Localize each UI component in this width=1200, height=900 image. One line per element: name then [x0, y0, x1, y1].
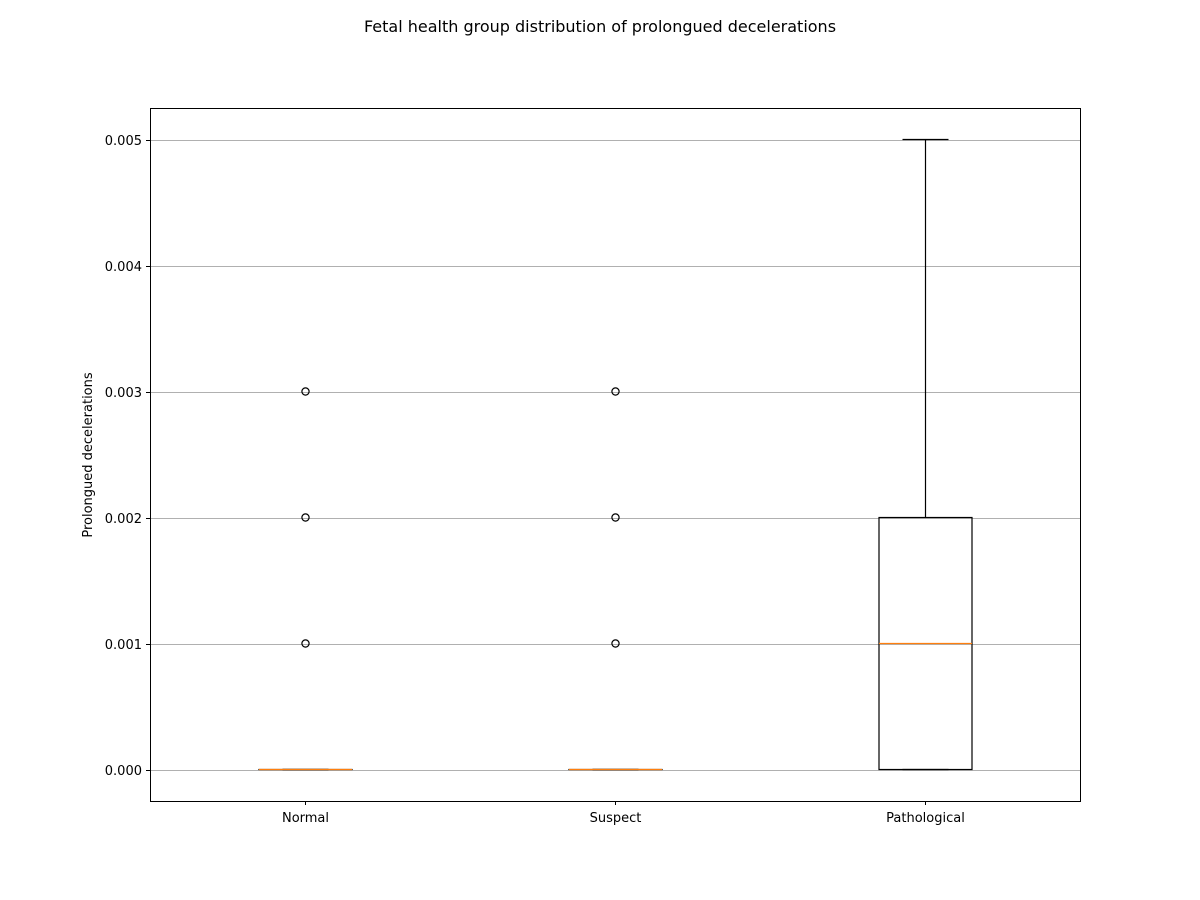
y-tick-label: 0.003	[105, 386, 142, 401]
outlier-point	[611, 513, 620, 522]
y-tick-label: 0.005	[105, 134, 142, 149]
grid-lines	[150, 140, 1080, 771]
x-tick-label: Suspect	[590, 811, 642, 826]
y-tick-label: 0.001	[105, 638, 142, 653]
box-group-normal	[258, 387, 353, 771]
outlier-point	[301, 387, 310, 396]
outlier-point	[301, 639, 310, 648]
box-series	[258, 138, 973, 771]
y-axis-label: Prolongued decelerations	[81, 372, 96, 538]
box-group-suspect	[568, 387, 663, 771]
chart-title: Fetal health group distribution of prolo…	[364, 17, 836, 36]
y-axis-ticks: 0.000 0.001 0.002 0.003 0.004 0.005	[105, 134, 150, 779]
x-tick-label: Pathological	[886, 811, 965, 826]
x-axis-ticks: Normal Suspect Pathological	[282, 801, 965, 826]
y-tick-label: 0.000	[105, 764, 142, 779]
outlier-point	[611, 639, 620, 648]
y-tick-label: 0.004	[105, 260, 142, 275]
y-tick-label: 0.002	[105, 512, 142, 527]
outlier-point	[301, 513, 310, 522]
x-tick-label: Normal	[282, 811, 329, 826]
outlier-point	[611, 387, 620, 396]
plot-area-frame	[150, 108, 1081, 802]
box-group-pathological	[878, 138, 973, 771]
